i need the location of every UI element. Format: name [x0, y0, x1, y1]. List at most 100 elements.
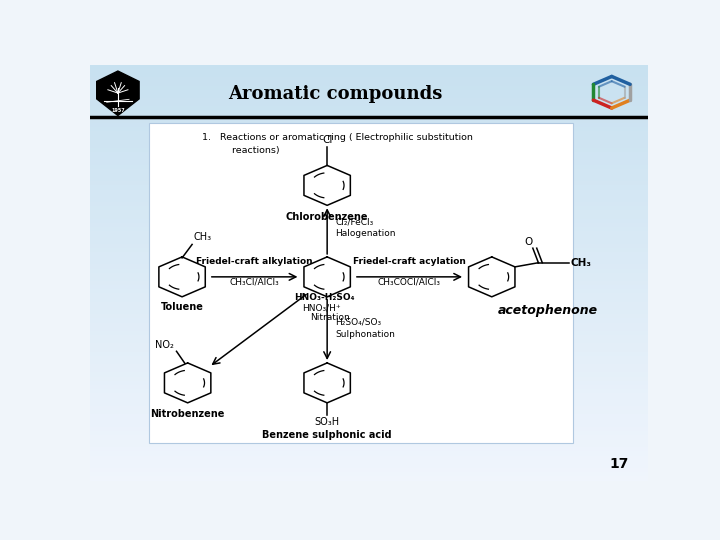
Bar	[90, 451, 648, 456]
Bar	[90, 268, 648, 273]
Polygon shape	[96, 71, 139, 116]
Bar	[90, 360, 648, 364]
Bar	[90, 69, 648, 73]
Bar	[90, 322, 648, 327]
Bar	[90, 381, 648, 385]
Text: CH₃: CH₃	[571, 258, 592, 268]
Bar	[90, 106, 648, 111]
Bar	[90, 152, 648, 156]
Bar	[90, 73, 648, 77]
Text: Cl₂/FeCl₃: Cl₂/FeCl₃	[336, 218, 374, 226]
Bar	[90, 177, 648, 181]
Text: reactions): reactions)	[208, 146, 280, 155]
Bar	[90, 285, 648, 289]
Bar	[90, 165, 648, 168]
Bar	[90, 77, 648, 82]
Text: 17: 17	[609, 457, 629, 471]
Bar	[90, 306, 648, 310]
Bar	[90, 181, 648, 185]
Text: Friedel-craft alkylation: Friedel-craft alkylation	[197, 258, 313, 266]
Bar	[90, 331, 648, 335]
Bar	[90, 348, 648, 352]
Text: Friedel-craft acylation: Friedel-craft acylation	[353, 258, 466, 266]
Bar	[90, 389, 648, 393]
Bar	[90, 98, 648, 102]
Bar	[90, 456, 648, 460]
Bar	[90, 314, 648, 319]
Bar	[90, 140, 648, 144]
Bar	[90, 119, 648, 123]
Bar	[90, 385, 648, 389]
Bar	[90, 289, 648, 294]
Text: HNO₃-H₂SO₄: HNO₃-H₂SO₄	[294, 293, 354, 302]
Bar	[90, 368, 648, 373]
Bar	[90, 377, 648, 381]
Bar	[90, 393, 648, 397]
Bar	[90, 343, 648, 348]
Text: HNO₃/H⁺: HNO₃/H⁺	[302, 303, 341, 313]
Bar	[90, 90, 648, 94]
Bar	[90, 94, 648, 98]
Bar	[90, 114, 648, 119]
Text: CH₃COCl/AlCl₃: CH₃COCl/AlCl₃	[378, 278, 441, 287]
Text: Aromatic compounds: Aromatic compounds	[228, 85, 443, 103]
Bar	[90, 414, 648, 418]
Bar	[90, 248, 648, 252]
Text: CH₃: CH₃	[193, 232, 212, 241]
Bar	[90, 476, 648, 481]
Text: Sulphonation: Sulphonation	[336, 329, 395, 339]
Bar	[90, 472, 648, 476]
Bar	[90, 82, 648, 85]
Bar	[90, 252, 648, 256]
Bar	[90, 397, 648, 402]
FancyBboxPatch shape	[148, 123, 572, 443]
Bar	[90, 277, 648, 281]
Bar	[90, 223, 648, 227]
Bar	[90, 85, 648, 90]
Bar	[90, 427, 648, 431]
Bar	[90, 160, 648, 165]
Text: acetophenone: acetophenone	[498, 303, 598, 316]
Bar	[90, 468, 648, 472]
Bar	[90, 239, 648, 244]
Bar	[90, 168, 648, 173]
Bar	[90, 364, 648, 368]
Bar	[90, 406, 648, 410]
Bar	[90, 256, 648, 260]
Text: O: O	[524, 237, 533, 247]
Bar	[90, 156, 648, 160]
Bar	[90, 356, 648, 360]
Bar	[90, 310, 648, 314]
Text: Nitration: Nitration	[310, 313, 350, 322]
Bar	[90, 431, 648, 435]
Bar	[90, 402, 648, 406]
Bar	[90, 327, 648, 331]
Text: Nitrobenzene: Nitrobenzene	[150, 409, 225, 419]
Bar	[90, 281, 648, 285]
Bar	[90, 102, 648, 106]
Bar	[90, 447, 648, 451]
Bar	[90, 339, 648, 343]
Text: Halogenation: Halogenation	[336, 229, 396, 238]
Text: Benzene sulphonic acid: Benzene sulphonic acid	[262, 430, 392, 440]
Bar	[90, 335, 648, 339]
Bar	[90, 244, 648, 248]
Bar	[90, 210, 648, 214]
Bar	[90, 219, 648, 223]
Bar	[90, 131, 648, 136]
Bar	[90, 302, 648, 306]
Bar	[90, 127, 648, 131]
Bar	[90, 422, 648, 427]
Text: Toluene: Toluene	[161, 302, 204, 312]
Text: 1.   Reactions or aromatic ring ( Electrophilic substitution: 1. Reactions or aromatic ring ( Electrop…	[202, 133, 472, 143]
Bar	[90, 202, 648, 206]
Bar	[90, 273, 648, 277]
Bar	[90, 65, 648, 69]
Bar	[90, 439, 648, 443]
Bar	[90, 319, 648, 322]
Bar	[90, 298, 648, 302]
Bar	[90, 418, 648, 422]
Bar	[90, 198, 648, 202]
Bar	[90, 144, 648, 148]
Bar	[90, 136, 648, 140]
